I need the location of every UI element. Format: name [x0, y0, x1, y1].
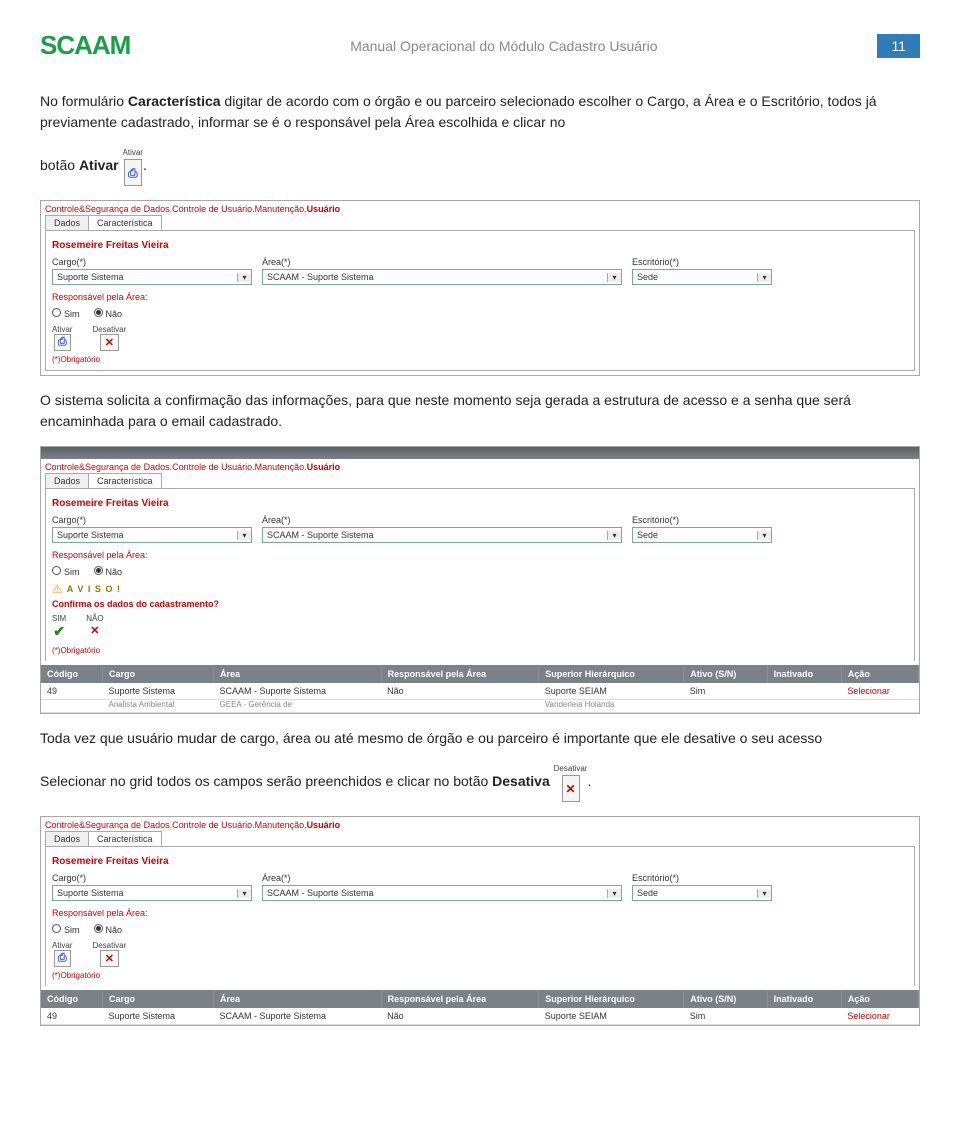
paragraph-3: Toda vez que usuário mudar de cargo, áre…	[40, 728, 920, 749]
results-grid: Código Cargo Área Responsável pela Área …	[41, 665, 919, 713]
escritorio-select[interactable]: Sede▾	[632, 527, 772, 543]
col-cargo: Cargo	[102, 665, 213, 683]
radio-sim[interactable]: Sim	[52, 308, 80, 319]
radio-sim[interactable]: Sim	[52, 566, 80, 577]
area-select[interactable]: SCAAM - Suporte Sistema▾	[262, 885, 622, 901]
table-row: 49 Suporte Sistema SCAAM - Suporte Siste…	[41, 1008, 919, 1025]
aviso-label: A V I S O !	[67, 584, 121, 594]
radio-sim[interactable]: Sim	[52, 924, 80, 935]
paragraph-2: O sistema solicita a confirmação das inf…	[40, 390, 920, 432]
area-select[interactable]: SCAAM - Suporte Sistema▾	[262, 527, 622, 543]
escritorio-select[interactable]: Sede▾	[632, 269, 772, 285]
col-codigo: Código	[41, 665, 102, 683]
selecionar-link[interactable]: Selecionar	[847, 686, 890, 696]
area-select[interactable]: SCAAM - Suporte Sistema▾	[262, 269, 622, 285]
paragraph-1: No formulário Característica digitar de …	[40, 91, 920, 133]
user-name: Rosemeire Freitas Vieira	[52, 237, 908, 254]
chevron-down-icon: ▾	[607, 531, 621, 540]
cargo-select[interactable]: Suporte Sistema▾	[52, 885, 252, 901]
chevron-down-icon: ▾	[607, 889, 621, 898]
confirm-yes-button[interactable]: ✔	[53, 623, 65, 640]
escritorio-label: Escritório(*)	[632, 257, 772, 267]
page-header: SCAAM Manual Operacional do Módulo Cadas…	[40, 30, 920, 61]
selecionar-link[interactable]: Selecionar	[847, 1011, 890, 1021]
warning-icon: ⚠	[52, 582, 63, 596]
ativar-icon-inline: Ativar ⎙	[123, 147, 143, 186]
col-area: Área	[214, 665, 382, 683]
screenshot-1: Controle&Segurança de Dados.Controle de …	[40, 200, 920, 376]
breadcrumb: Controle&Segurança de Dados.Controle de …	[41, 459, 919, 473]
cargo-select[interactable]: Suporte Sistema▾	[52, 269, 252, 285]
close-icon: ✕	[566, 782, 576, 796]
col-resp: Responsável pela Área	[381, 665, 539, 683]
col-ativo: Ativo (S/N)	[684, 665, 767, 683]
user-name: Rosemeire Freitas Vieira	[52, 853, 908, 870]
page-number: 11	[877, 34, 920, 58]
paragraph-4: Selecionar no grid todos os campos serão…	[40, 763, 920, 802]
radio-nao[interactable]: Não	[94, 308, 123, 319]
results-grid: Código Cargo Área Responsável pela Área …	[41, 990, 919, 1025]
user-name: Rosemeire Freitas Vieira	[52, 495, 908, 512]
resp-label: Responsável pela Área:	[52, 292, 148, 302]
confirm-no-button[interactable]: ✕	[86, 623, 103, 638]
doc-title: Manual Operacional do Módulo Cadastro Us…	[350, 38, 657, 54]
chevron-down-icon: ▾	[757, 273, 771, 282]
tab-caracteristica[interactable]: Característica	[88, 473, 162, 488]
breadcrumb: Controle&Segurança de Dados.Controle de …	[41, 817, 919, 831]
chevron-down-icon: ▾	[237, 889, 251, 898]
radio-nao[interactable]: Não	[94, 566, 123, 577]
col-acao: Ação	[841, 665, 918, 683]
ativar-button[interactable]: ⎙	[54, 950, 71, 967]
paragraph-1b: botão Ativar Ativar ⎙ .	[40, 147, 920, 186]
chevron-down-icon: ▾	[757, 531, 771, 540]
logo: SCAAM	[40, 30, 130, 61]
screenshot-3: Controle&Segurança de Dados.Controle de …	[40, 816, 920, 1026]
cargo-select[interactable]: Suporte Sistema▾	[52, 527, 252, 543]
desativar-button[interactable]: ✕	[100, 950, 119, 967]
chevron-down-icon: ▾	[237, 531, 251, 540]
tab-dados[interactable]: Dados	[45, 831, 89, 846]
col-sup: Superior Hierárquico	[539, 665, 684, 683]
table-row: 49 Suporte Sistema SCAAM - Suporte Siste…	[41, 683, 919, 700]
desativar-button[interactable]: ✕	[100, 334, 119, 351]
tab-dados[interactable]: Dados	[45, 473, 89, 488]
tab-caracteristica[interactable]: Característica	[88, 831, 162, 846]
chevron-down-icon: ▾	[607, 273, 621, 282]
obrigatorio-note: (*)Obrigatório	[52, 353, 908, 364]
chevron-down-icon: ▾	[757, 889, 771, 898]
escritorio-select[interactable]: Sede▾	[632, 885, 772, 901]
window-titlebar	[41, 447, 919, 459]
table-row: Analista Ambiental GEEA - Gerência de Va…	[41, 700, 919, 713]
area-label: Área(*)	[262, 257, 622, 267]
radio-nao[interactable]: Não	[94, 924, 123, 935]
desativar-icon-inline: Desativar ✕	[554, 763, 588, 802]
col-inativado: Inativado	[767, 665, 841, 683]
cargo-label: Cargo(*)	[52, 257, 252, 267]
screenshot-2: Controle&Segurança de Dados.Controle de …	[40, 446, 920, 714]
tab-caracteristica[interactable]: Característica	[88, 215, 162, 230]
breadcrumb: Controle&Segurança de Dados.Controle de …	[41, 201, 919, 215]
chevron-down-icon: ▾	[237, 273, 251, 282]
confirma-text: Confirma os dados do cadastramento?	[52, 599, 908, 612]
ativar-button[interactable]: ⎙	[54, 334, 71, 351]
tab-dados[interactable]: Dados	[45, 215, 89, 230]
save-icon: ⎙	[128, 166, 138, 180]
